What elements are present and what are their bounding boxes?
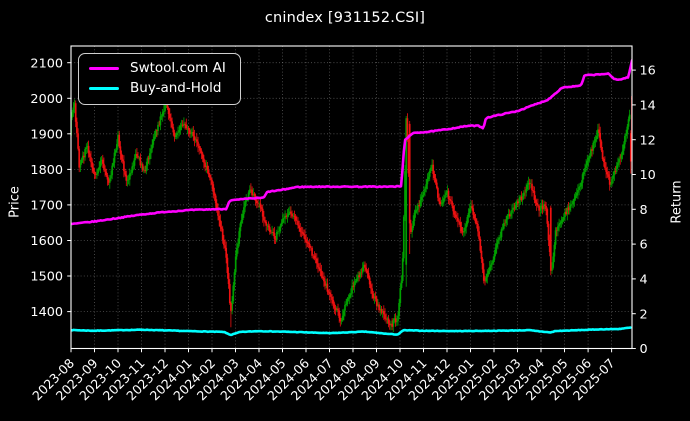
legend-label-ai: Swtool.com AI bbox=[130, 60, 226, 76]
ai-line-swatch bbox=[89, 67, 119, 71]
y-axis-left: 1400 1500 1600 1700 1800 1900 2000 2100 bbox=[30, 56, 71, 320]
svg-text:4: 4 bbox=[640, 273, 648, 288]
buyhold-line-swatch bbox=[89, 86, 119, 90]
svg-text:2: 2 bbox=[640, 307, 648, 322]
grid bbox=[71, 46, 632, 349]
svg-text:16: 16 bbox=[640, 64, 656, 79]
chart-title: cnindex [931152.CSI] bbox=[264, 10, 426, 26]
svg-text:1700: 1700 bbox=[30, 199, 63, 214]
y-axis-right: 0 2 4 6 8 10 12 14 16 bbox=[632, 64, 656, 357]
legend-item-ai: Swtool.com AI bbox=[89, 60, 226, 76]
svg-text:1400: 1400 bbox=[30, 305, 63, 320]
svg-text:10: 10 bbox=[640, 168, 656, 183]
series-swtool-com-ai bbox=[71, 59, 632, 226]
svg-text:12: 12 bbox=[640, 133, 656, 148]
svg-text:0: 0 bbox=[640, 342, 648, 357]
legend-label-buyhold: Buy-and-Hold bbox=[130, 79, 222, 96]
series-buy-and-hold bbox=[71, 326, 632, 337]
x-axis: 2023-082023-092023-102023-112023-122024-… bbox=[29, 348, 618, 403]
svg-text:1600: 1600 bbox=[30, 234, 63, 249]
svg-text:8: 8 bbox=[640, 203, 648, 218]
line-series bbox=[71, 59, 632, 337]
candlestick-series bbox=[71, 94, 632, 332]
svg-text:1500: 1500 bbox=[30, 270, 63, 285]
svg-text:1900: 1900 bbox=[30, 127, 63, 142]
svg-text:2000: 2000 bbox=[30, 92, 63, 107]
legend: Swtool.com AI Buy-and-Hold bbox=[78, 53, 241, 105]
plot-border bbox=[70, 45, 633, 350]
svg-text:14: 14 bbox=[640, 99, 656, 114]
legend-item-buyhold: Buy-and-Hold bbox=[89, 79, 226, 96]
svg-text:6: 6 bbox=[640, 238, 648, 253]
svg-text:2100: 2100 bbox=[30, 56, 63, 71]
svg-text:1800: 1800 bbox=[30, 163, 63, 178]
